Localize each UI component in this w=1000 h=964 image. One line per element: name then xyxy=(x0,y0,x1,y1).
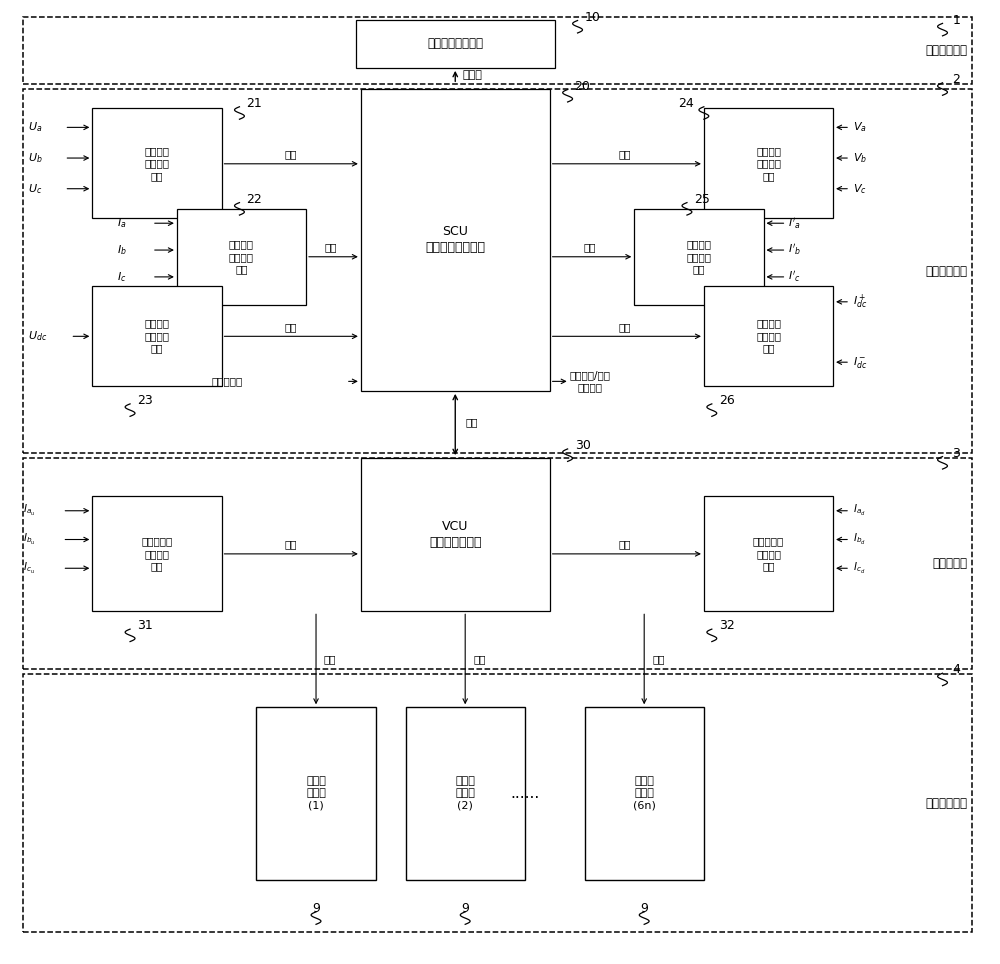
Bar xyxy=(23,17,972,84)
Text: $I_c$: $I_c$ xyxy=(117,270,127,283)
Text: 开关控制/其他
信号输出: 开关控制/其他 信号输出 xyxy=(570,370,611,392)
Text: VCU
（阀控制机箱）: VCU （阀控制机箱） xyxy=(429,521,482,549)
Text: 3: 3 xyxy=(952,446,960,460)
Bar xyxy=(92,108,222,219)
Text: 网侧电流
信号采集
单元: 网侧电流 信号采集 单元 xyxy=(229,239,254,274)
Text: SCU
（系统控制机箱）: SCU （系统控制机箱） xyxy=(425,226,485,254)
Text: 光纤: 光纤 xyxy=(473,655,486,664)
Text: 光纤: 光纤 xyxy=(652,655,665,664)
Text: 子模块
控制器
(2): 子模块 控制器 (2) xyxy=(455,776,475,811)
Text: 上位机控制层: 上位机控制层 xyxy=(925,44,967,57)
Text: $I_b$: $I_b$ xyxy=(117,243,127,257)
Bar xyxy=(92,496,222,611)
Bar xyxy=(585,708,704,880)
Text: 上桥臂电流
信号采集
单元: 上桥臂电流 信号采集 单元 xyxy=(141,537,173,572)
Text: 9: 9 xyxy=(312,902,320,915)
Text: $I_{a_d}$: $I_{a_d}$ xyxy=(853,503,866,519)
Text: $V_c$: $V_c$ xyxy=(853,182,867,196)
Text: 系统级控制层: 系统级控制层 xyxy=(925,265,967,278)
Text: 22: 22 xyxy=(246,193,262,205)
Text: $I_{c_d}$: $I_{c_d}$ xyxy=(853,561,865,576)
Text: 30: 30 xyxy=(575,439,590,452)
Text: 10: 10 xyxy=(585,11,600,24)
Text: $U_c$: $U_c$ xyxy=(28,182,42,196)
Text: 25: 25 xyxy=(694,193,710,205)
Text: 模块级控制层: 模块级控制层 xyxy=(925,796,967,810)
Text: $U_b$: $U_b$ xyxy=(28,151,42,165)
Text: 数字量输入: 数字量输入 xyxy=(212,376,243,387)
Text: 21: 21 xyxy=(246,97,262,110)
Text: $I_{c_u}$: $I_{c_u}$ xyxy=(23,561,35,576)
Text: 光纤: 光纤 xyxy=(583,242,596,253)
Bar xyxy=(356,20,555,67)
Text: $I^+_{dc}$: $I^+_{dc}$ xyxy=(853,293,867,311)
Text: $I'_a$: $I'_a$ xyxy=(788,216,801,230)
Bar xyxy=(361,458,550,611)
Text: 直流电流
信号采集
单元: 直流电流 信号采集 单元 xyxy=(756,318,781,353)
Text: $U_a$: $U_a$ xyxy=(28,120,42,134)
Text: $V_b$: $V_b$ xyxy=(853,151,867,165)
Text: 直流电压
信号采集
单元: 直流电压 信号采集 单元 xyxy=(144,318,169,353)
Text: 子模块
控制器
(6n): 子模块 控制器 (6n) xyxy=(633,776,656,811)
Text: 以太网: 以太网 xyxy=(462,69,482,80)
Text: 26: 26 xyxy=(719,394,735,407)
Text: 9: 9 xyxy=(461,902,469,915)
Text: $I_{b_u}$: $I_{b_u}$ xyxy=(23,532,35,547)
Text: 31: 31 xyxy=(137,619,153,632)
Text: $U_{dc}$: $U_{dc}$ xyxy=(28,330,47,343)
Text: 24: 24 xyxy=(678,97,694,110)
Text: 光纤: 光纤 xyxy=(618,322,631,332)
Text: 4: 4 xyxy=(952,663,960,677)
Bar xyxy=(704,496,833,611)
Bar xyxy=(361,89,550,391)
Text: $I'_c$: $I'_c$ xyxy=(788,270,801,284)
Text: 子模块
控制器
(1): 子模块 控制器 (1) xyxy=(306,776,326,811)
Text: 1: 1 xyxy=(952,13,960,27)
Text: 阀级控制层: 阀级控制层 xyxy=(932,557,967,570)
Bar xyxy=(704,108,833,219)
Text: 下桥臂电流
信号采集
单元: 下桥臂电流 信号采集 单元 xyxy=(753,537,784,572)
Text: 光纤: 光纤 xyxy=(325,242,337,253)
Bar xyxy=(406,708,525,880)
Bar xyxy=(256,708,376,880)
Text: 20: 20 xyxy=(575,80,590,93)
Bar xyxy=(23,458,972,669)
Text: $I'_b$: $I'_b$ xyxy=(788,243,802,257)
Text: 网侧电压
信号采集
单元: 网侧电压 信号采集 单元 xyxy=(144,146,169,180)
Text: 9: 9 xyxy=(640,902,648,915)
Text: $I_a$: $I_a$ xyxy=(117,216,127,230)
Text: 光纤: 光纤 xyxy=(618,149,631,159)
Text: $I_{b_d}$: $I_{b_d}$ xyxy=(853,532,866,547)
Bar xyxy=(634,209,764,305)
Text: 32: 32 xyxy=(719,619,735,632)
Text: $I^-_{dc}$: $I^-_{dc}$ xyxy=(853,355,867,370)
Bar xyxy=(92,285,222,387)
Bar xyxy=(177,209,306,305)
Bar xyxy=(23,89,972,453)
Text: $I_{a_u}$: $I_{a_u}$ xyxy=(23,503,35,519)
Text: 光纤: 光纤 xyxy=(324,655,336,664)
Text: 阀侧电压
信号采集
单元: 阀侧电压 信号采集 单元 xyxy=(756,146,781,180)
Text: ......: ...... xyxy=(510,786,539,801)
Text: 阀侧电流
信号采集
单元: 阀侧电流 信号采集 单元 xyxy=(686,239,711,274)
Text: 光纤: 光纤 xyxy=(285,322,297,332)
Bar xyxy=(704,285,833,387)
Text: 光纤: 光纤 xyxy=(465,417,478,428)
Text: 运行人员监控系统: 运行人员监控系统 xyxy=(427,38,483,50)
Text: 光纤: 光纤 xyxy=(285,149,297,159)
Text: 光纤: 光纤 xyxy=(285,539,297,549)
Text: 23: 23 xyxy=(137,394,153,407)
Text: $V_a$: $V_a$ xyxy=(853,120,867,134)
Bar xyxy=(23,674,972,932)
Text: 2: 2 xyxy=(952,73,960,86)
Text: 光纤: 光纤 xyxy=(618,539,631,549)
